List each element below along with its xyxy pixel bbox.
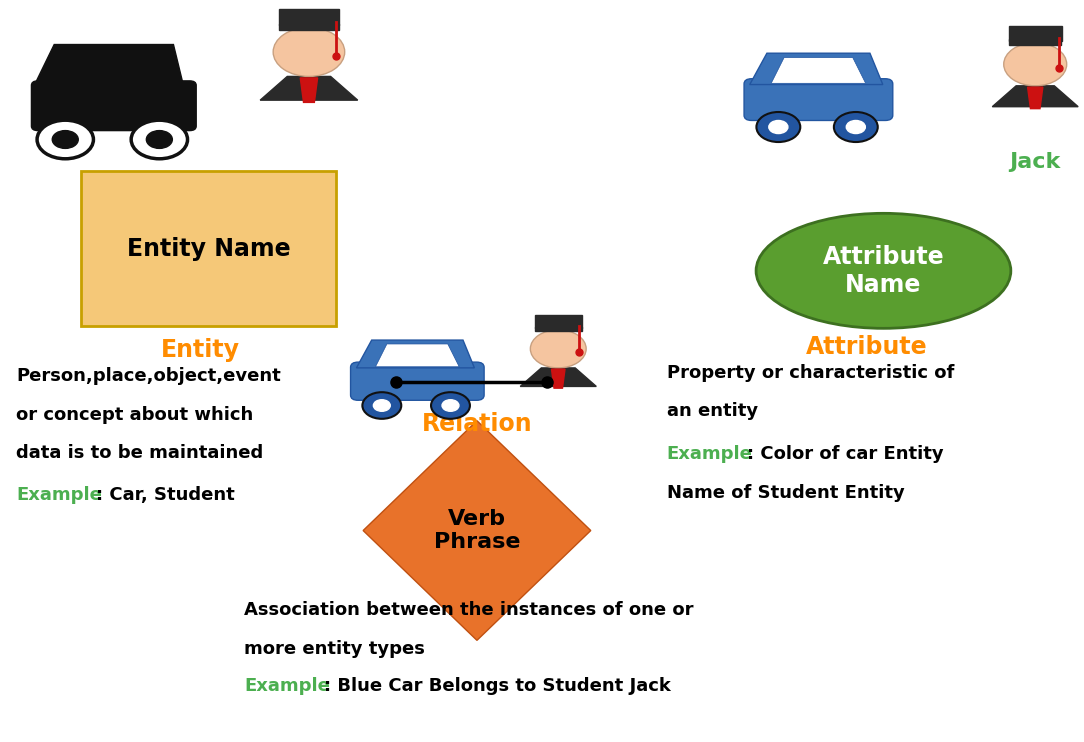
Polygon shape (33, 45, 184, 89)
FancyBboxPatch shape (1008, 27, 1062, 41)
Polygon shape (300, 78, 318, 102)
Circle shape (37, 120, 93, 159)
Text: : Color of car Entity: : Color of car Entity (747, 445, 943, 463)
FancyBboxPatch shape (534, 315, 582, 328)
Circle shape (757, 112, 800, 142)
Ellipse shape (756, 213, 1010, 328)
FancyBboxPatch shape (31, 81, 196, 131)
Text: Entity Name: Entity Name (127, 237, 291, 260)
Circle shape (834, 112, 878, 142)
Text: : Blue Car Belongs to Student Jack: : Blue Car Belongs to Student Jack (324, 677, 671, 695)
Text: Name of Student Entity: Name of Student Entity (667, 484, 904, 502)
Text: Example: Example (16, 486, 102, 504)
Circle shape (442, 400, 459, 411)
Circle shape (530, 329, 586, 368)
Polygon shape (357, 340, 475, 368)
Text: Verb
Phrase: Verb Phrase (434, 509, 520, 552)
Polygon shape (750, 53, 882, 85)
Circle shape (131, 120, 188, 159)
Text: data is to be maintained: data is to be maintained (16, 444, 263, 462)
Polygon shape (363, 421, 591, 640)
Text: Attribute
Name: Attribute Name (823, 245, 944, 297)
Text: an entity: an entity (667, 402, 758, 420)
Polygon shape (260, 76, 358, 100)
FancyBboxPatch shape (81, 171, 336, 326)
Text: Person,place,object,event: Person,place,object,event (16, 367, 281, 385)
Text: Association between the instances of one or: Association between the instances of one… (244, 601, 694, 619)
Text: more entity types: more entity types (244, 640, 425, 657)
Text: Relation: Relation (422, 412, 532, 436)
Text: Example: Example (667, 445, 752, 463)
FancyBboxPatch shape (279, 24, 338, 30)
Circle shape (273, 27, 345, 76)
Circle shape (431, 393, 470, 418)
Text: Jack: Jack (1009, 152, 1061, 172)
Circle shape (146, 131, 172, 148)
Text: Attribute: Attribute (806, 335, 928, 359)
Circle shape (52, 131, 78, 148)
FancyBboxPatch shape (744, 79, 893, 120)
Circle shape (373, 400, 390, 411)
Text: : Car, Student: : Car, Student (96, 486, 235, 504)
Polygon shape (771, 58, 866, 83)
FancyBboxPatch shape (535, 326, 581, 332)
FancyBboxPatch shape (279, 9, 339, 25)
Circle shape (769, 120, 788, 134)
Circle shape (362, 393, 401, 418)
FancyBboxPatch shape (1009, 39, 1061, 45)
Polygon shape (375, 344, 460, 367)
Polygon shape (992, 86, 1079, 107)
Text: Entity: Entity (162, 338, 240, 361)
Polygon shape (520, 368, 596, 387)
Polygon shape (552, 369, 565, 388)
FancyBboxPatch shape (350, 362, 485, 400)
Text: or concept about which: or concept about which (16, 406, 254, 424)
Circle shape (1004, 43, 1067, 86)
Text: Example: Example (244, 677, 330, 695)
Polygon shape (1028, 87, 1043, 108)
Circle shape (847, 120, 865, 134)
Text: Property or characteristic of: Property or characteristic of (667, 364, 954, 381)
